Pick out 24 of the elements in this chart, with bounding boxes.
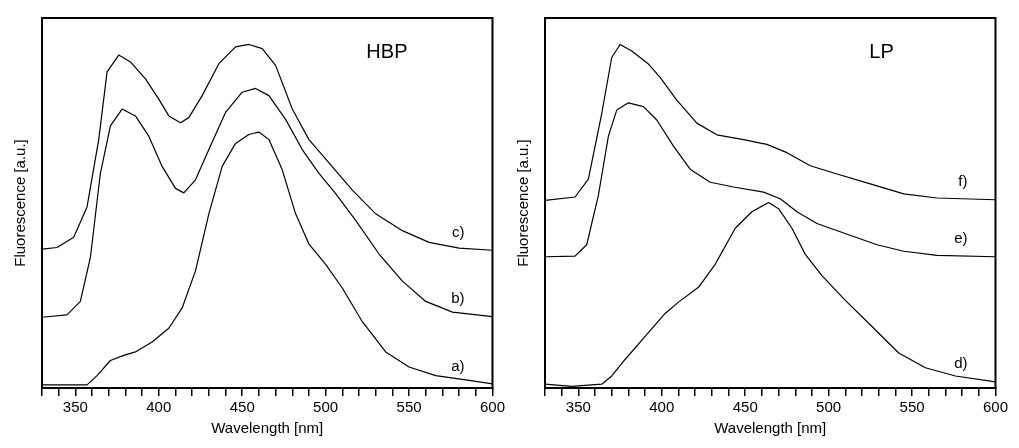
x-tick-label: 350	[62, 398, 88, 416]
series-label: e)	[954, 229, 968, 247]
x-tick-label: 400	[649, 398, 675, 416]
y-axis-title: Fluorescence [a.u.]	[11, 139, 29, 267]
x-tick-label: 400	[146, 398, 172, 416]
x-axis-title: Wavelength [nm]	[211, 419, 324, 437]
x-axis-title: Wavelength [nm]	[714, 419, 827, 437]
x-tick-label: 500	[313, 398, 339, 416]
y-axis-title: Fluorescence [a.u.]	[514, 139, 532, 267]
series-label: f)	[958, 172, 968, 190]
annotation: LP	[869, 39, 894, 62]
series-label: a)	[451, 356, 465, 374]
x-tick-label: 550	[899, 398, 925, 416]
series-label: b)	[451, 289, 465, 307]
x-tick-label: 600	[982, 398, 1008, 416]
x-tick-label: 450	[732, 398, 758, 416]
x-tick-label: 600	[479, 398, 505, 416]
x-tick-label: 350	[565, 398, 591, 416]
x-tick-label: 450	[229, 398, 255, 416]
annotation: HBP	[366, 39, 408, 62]
x-tick-label: 500	[816, 398, 842, 416]
series-label: d)	[954, 354, 968, 372]
series-label: c)	[451, 222, 465, 240]
x-tick-label: 550	[396, 398, 422, 416]
